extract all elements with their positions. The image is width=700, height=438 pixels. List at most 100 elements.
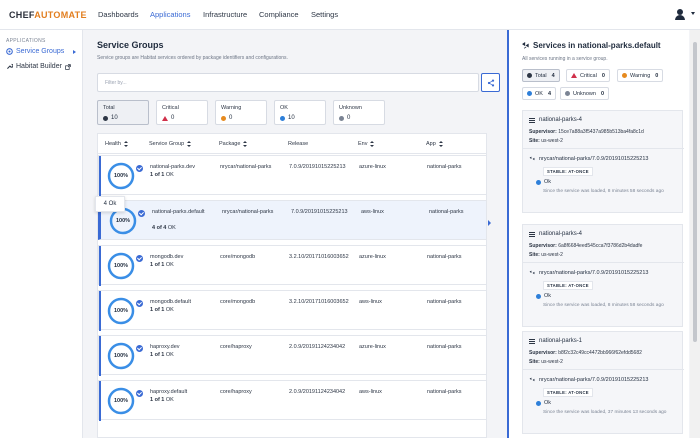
service-group-name: haproxy.dev: [150, 344, 180, 350]
filter-total[interactable]: Total 4: [522, 69, 560, 82]
package-name: core/mongodb: [220, 254, 256, 260]
health-percent: 100%: [113, 353, 129, 359]
package-name: core/mongodb: [220, 299, 256, 305]
table-row[interactable]: 100% haproxy.dev 1 of 1 OK core/haproxy 2.0.…: [98, 335, 486, 376]
table-row[interactable]: 100% national-parks.default 4 of 4 OK nryca…: [98, 200, 486, 240]
chevron-down-icon[interactable]: [691, 12, 695, 15]
page-subtitle: Service groups are Habitat services orde…: [97, 55, 288, 61]
release: 2.0.9/20191124234042: [289, 344, 346, 350]
page-scrollbar[interactable]: [690, 30, 700, 438]
service-group-count: 1 of 1 OK: [150, 307, 174, 313]
service-health-message: Since the service was loaded, 8 minutes …: [543, 303, 664, 308]
table-row[interactable]: 100% mongodb.default 1 of 1 OK core/mongodb…: [98, 290, 486, 331]
application: national-parks: [429, 209, 464, 215]
service-group-name: haproxy.default: [150, 389, 188, 395]
wrench-icon: [7, 63, 13, 69]
service-group-name: mongodb.default: [150, 299, 191, 305]
ok-check-icon: [136, 345, 143, 352]
sidebar-item-service-groups[interactable]: Service Groups: [6, 48, 64, 55]
sidebar-section-title: APPLICATIONS: [6, 38, 46, 44]
environment: azure-linux: [359, 344, 386, 350]
update-strategy-badge: STABLE: AT-ONCE: [543, 388, 593, 397]
chef-automate-logo[interactable]: CHEFAUTOMATE: [9, 10, 87, 20]
services-panel: Services in national-parks.default All s…: [507, 30, 689, 438]
package-icon: [529, 270, 535, 275]
page-title: Service Groups: [97, 40, 164, 50]
column-app[interactable]: App: [426, 141, 443, 147]
site: Site: us-west-2: [529, 252, 563, 258]
status-card-total[interactable]: Total 10: [97, 100, 149, 125]
filter-ok[interactable]: OK 4: [522, 87, 557, 100]
column-health[interactable]: Health: [105, 141, 128, 147]
panel-subtitle: All services running in a service group.: [522, 56, 608, 62]
sort-icon: [438, 141, 443, 147]
ok-icon: [536, 400, 541, 406]
table-row[interactable]: 100% mongodb.dev 1 of 1 OK core/mongodb 3.2.…: [98, 245, 486, 286]
update-strategy-badge: STABLE: AT-ONCE: [543, 167, 593, 176]
unknown-icon: [339, 115, 344, 121]
health-percent: 100%: [113, 173, 129, 179]
status-card-critical[interactable]: Critical 0: [156, 100, 208, 125]
supervisor-id: Supervisor: b8f2c32c49cc4472bb966f62efdd…: [529, 350, 642, 356]
filter-warning[interactable]: Warning 0: [617, 69, 664, 82]
service-health-message: Since the service was loaded, 8 minutes …: [543, 189, 664, 194]
column-env[interactable]: Env: [358, 141, 375, 147]
column-package[interactable]: Package: [219, 141, 248, 147]
service-health: Ok: [536, 179, 551, 185]
nav-applications[interactable]: Applications: [150, 10, 191, 19]
health-gauge: [107, 342, 135, 370]
column-release: Release: [288, 141, 309, 147]
status-card-warning[interactable]: Warning 0: [215, 100, 267, 125]
service-header: national-parks-4: [529, 231, 582, 237]
sidebar-item-label: Service Groups: [16, 48, 65, 55]
application: national-parks: [427, 389, 462, 395]
ok-check-icon: [138, 210, 145, 217]
selected-row-caret-icon: [488, 220, 491, 226]
application: national-parks: [427, 344, 462, 350]
nav-compliance[interactable]: Compliance: [259, 10, 299, 19]
filter-unknown[interactable]: Unknown 0: [560, 87, 609, 100]
column-service-group[interactable]: Service Group: [149, 141, 192, 147]
nav-dashboards[interactable]: Dashboards: [98, 10, 139, 19]
status-card-ok[interactable]: OK 10: [274, 100, 326, 125]
search-input[interactable]: Filter by...: [97, 73, 479, 92]
sort-icon: [243, 141, 248, 147]
environment: aws-linux: [359, 389, 382, 395]
service-package: nrycar/national-parks/7.0.9/201910152252…: [529, 377, 648, 383]
filter-critical[interactable]: Critical 0: [566, 69, 610, 82]
site: Site: us-west-2: [529, 138, 563, 144]
user-avatar-icon[interactable]: [674, 9, 686, 21]
list-icon: [529, 338, 535, 344]
service-card[interactable]: national-parks-1 Supervisor: b8f2c32c49cc…: [522, 331, 684, 434]
panel-title: Services in national-parks.default: [522, 41, 661, 50]
service-group-count: 4 of 4 OK: [152, 225, 176, 231]
sidebar-item-habitat-builder[interactable]: Habitat Builder: [6, 63, 71, 70]
environment: azure-linux: [359, 164, 386, 170]
service-card[interactable]: national-parks-4 Supervisor: 15ce7a88a3f5…: [522, 110, 684, 213]
release: 7.0.9/20191015225213: [291, 209, 348, 215]
service-health-message: Since the service was loaded, 37 minutes…: [543, 410, 667, 415]
table-row[interactable]: 100% haproxy.default 1 of 1 OK core/haproxy…: [98, 380, 486, 421]
critical-icon: [571, 73, 577, 78]
application: national-parks: [427, 164, 462, 170]
status-card-unknown[interactable]: Unknown 0: [333, 100, 385, 125]
package-icon: [529, 156, 535, 161]
service-health: Ok: [536, 400, 551, 406]
ok-icon: [527, 91, 532, 96]
table-row[interactable]: 100% national-parks.dev 1 of 1 OK nrycar/na…: [98, 155, 486, 196]
nav-settings[interactable]: Settings: [311, 10, 339, 19]
row-accent: [99, 381, 101, 421]
divider: [523, 369, 684, 370]
nav-infrastructure[interactable]: Infrastructure: [203, 10, 248, 19]
service-card[interactable]: national-parks-4 Supervisor: 6a8f6684eed5…: [522, 224, 684, 327]
ok-icon: [536, 179, 541, 185]
search-placeholder: Filter by...: [105, 80, 127, 86]
site: Site: us-west-2: [529, 359, 563, 365]
total-icon: [527, 73, 532, 78]
health-tooltip: 4 Ok: [95, 196, 125, 212]
scrollbar-thumb[interactable]: [693, 42, 697, 342]
health-gauge: [107, 387, 135, 415]
share-button[interactable]: [481, 73, 500, 92]
unknown-icon: [565, 91, 570, 96]
service-header: national-parks-4: [529, 117, 582, 123]
